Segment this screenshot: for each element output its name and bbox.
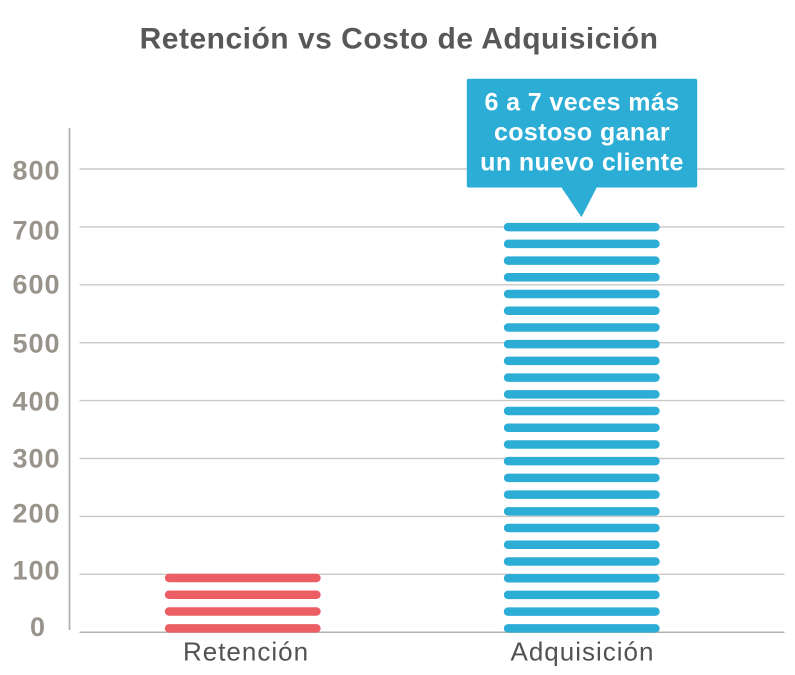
- svg-text:6 a 7 veces más: 6 a 7 veces más: [484, 89, 679, 117]
- svg-text:400: 400: [12, 387, 60, 417]
- svg-text:costoso ganar: costoso ganar: [494, 119, 670, 147]
- svg-text:200: 200: [12, 499, 60, 529]
- svg-text:Adquisición: Adquisición: [511, 637, 655, 667]
- svg-text:800: 800: [12, 156, 60, 186]
- svg-text:un nuevo cliente: un nuevo cliente: [480, 149, 684, 177]
- svg-text:0: 0: [30, 612, 46, 642]
- svg-text:700: 700: [12, 216, 60, 246]
- svg-text:100: 100: [12, 556, 60, 586]
- svg-text:600: 600: [12, 270, 60, 300]
- svg-text:Retención: Retención: [183, 637, 309, 667]
- svg-text:Retención vs Costo de Adquisic: Retención vs Costo de Adquisición: [140, 23, 659, 56]
- svg-text:500: 500: [12, 329, 60, 359]
- svg-text:300: 300: [12, 444, 60, 474]
